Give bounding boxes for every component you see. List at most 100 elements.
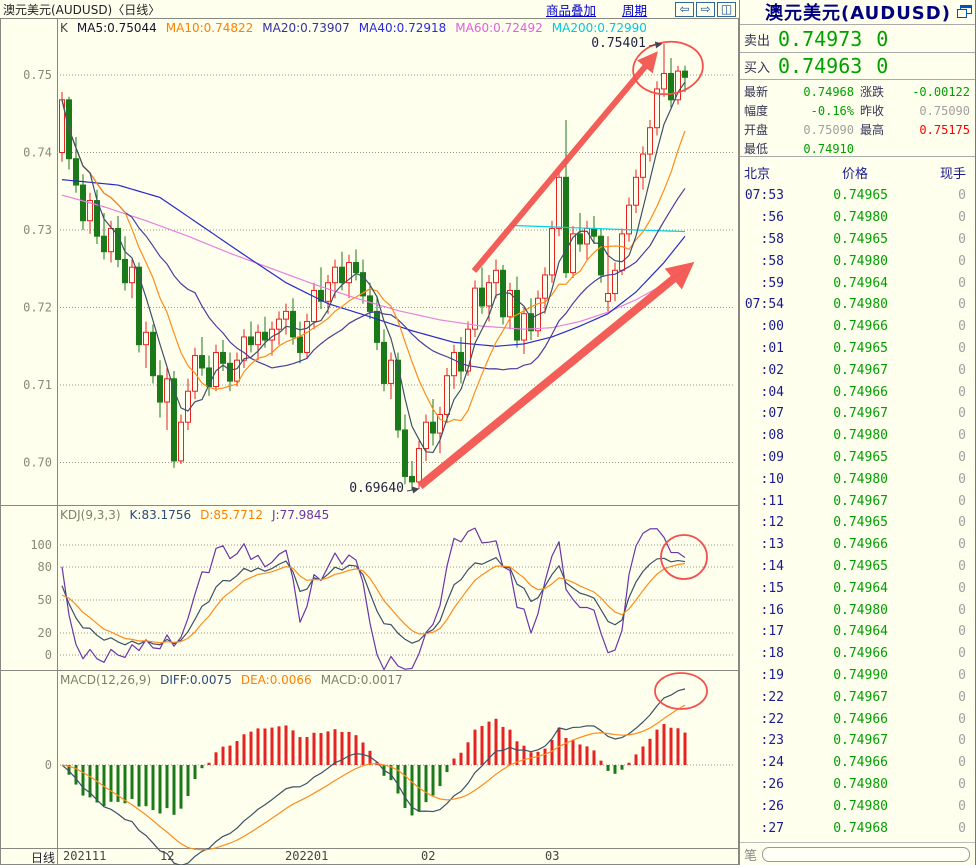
tick-row: :07 0.74967 0 — [740, 403, 975, 425]
tick-price: 0.74964 — [833, 580, 888, 596]
pen-row: 笔 — [740, 842, 975, 865]
tick-price: 0.74980 — [833, 428, 888, 444]
macd-values-header: MACD(12,26,9) DIFF:0.0075 DEA:0.0066 MACD:0… — [60, 673, 412, 687]
tick-price: 0.74967 — [833, 733, 888, 749]
tick-price: 0.74966 — [833, 646, 888, 662]
tick-time: :16 — [760, 602, 784, 618]
scroll-right-button[interactable]: ⇨ — [696, 1, 715, 17]
indicator-value-label: MA200:0.72990 — [551, 21, 647, 35]
pen-input[interactable] — [762, 846, 970, 862]
tick-row: :16 0.74980 0 — [740, 599, 975, 621]
scroll-left-button[interactable]: ⇦ — [675, 1, 694, 17]
tick-volume: 0 — [958, 406, 966, 422]
period-link[interactable]: 周期 — [621, 2, 647, 18]
tick-price: 0.74966 — [833, 537, 888, 553]
tick-price: 0.74980 — [833, 297, 888, 313]
tick-price: 0.74965 — [833, 515, 888, 531]
tick-volume: 0 — [958, 471, 966, 487]
tick-volume: 0 — [958, 449, 966, 465]
chart-canvas[interactable]: 0.75 0.74 0.73 0.72 0.71 0.70 100 80 50 20 0 0 20211… — [0, 0, 739, 865]
tick-row: :23 0.74967 0 — [740, 730, 975, 752]
tick-volume: 0 — [958, 515, 966, 531]
tick-price: 0.74967 — [833, 406, 888, 422]
buy-quote-row: 买入 0.74963 0 — [740, 53, 975, 80]
indicator-value-label: MACD(12,26,9) — [60, 673, 152, 687]
indicator-value-label: MA40:0.72918 — [358, 21, 447, 35]
sell-volume: 0 — [876, 27, 889, 51]
tick-table-header: 北京 价格 现手 — [740, 160, 975, 184]
tick-time: :09 — [760, 449, 784, 465]
stat-value: 0.75090 — [803, 122, 854, 137]
col-time-header: 北京 — [744, 166, 771, 182]
quote-symbol-title: 澳元美元(AUDUSD) — [765, 3, 951, 24]
chart-title: 澳元美元(AUDUSD)〈日线〉 — [3, 2, 161, 17]
tick-time: :22 — [760, 711, 784, 727]
period-tab[interactable]: 日线 — [30, 851, 55, 865]
tick-row: :27 0.74968 0 — [740, 817, 975, 839]
tick-time: :17 — [760, 624, 784, 640]
tick-price: 0.74965 — [833, 449, 888, 465]
tick-time: :58 — [760, 253, 784, 269]
indicator-value-label: MA5:0.75044 — [76, 21, 157, 35]
stat-label: 幅度 — [744, 104, 769, 118]
split-window-button[interactable]: ◫ — [717, 1, 736, 17]
tick-volume: 0 — [958, 667, 966, 683]
col-price-header: 价格 — [841, 166, 868, 182]
tick-volume: 0 — [958, 340, 966, 356]
tick-row: :15 0.74964 0 — [740, 577, 975, 599]
stat-value: -0.16% — [810, 103, 854, 118]
tick-row: :58 0.74965 0 — [740, 229, 975, 251]
indicator-value-label: MACD:0.0017 — [320, 673, 403, 687]
indicator-value-label: MA60:0.72492 — [455, 21, 543, 35]
stat-value: 0.74968 — [803, 84, 854, 99]
arrow-right-icon: ⇨ — [700, 2, 711, 16]
drawn-annotations: 0.75401 0.69640 — [349, 36, 708, 710]
tick-price: 0.74966 — [833, 711, 888, 727]
chart-axis-labels: 0.75 0.74 0.73 0.72 0.71 0.70 100 80 50 20 0 0 20211… — [23, 68, 559, 863]
tick-time: :23 — [760, 733, 784, 749]
tick-row: :10 0.74980 0 — [740, 468, 975, 490]
tick-time: :01 — [760, 340, 784, 356]
tick-price: 0.74990 — [833, 667, 888, 683]
tick-time: :26 — [760, 798, 784, 814]
tick-row: :58 0.74980 0 — [740, 250, 975, 272]
quote-title-bar: 澳元美元(AUDUSD) — [740, 0, 975, 25]
arrow-left-icon: ⇦ — [679, 2, 690, 16]
tick-row: :13 0.74966 0 — [740, 534, 975, 556]
tick-price: 0.74966 — [833, 384, 888, 400]
indicator-value-label: K — [60, 21, 68, 35]
svg-text:80: 80 — [38, 560, 52, 574]
tick-list[interactable]: 07:53 0.74965 0:56 0.74980 0:58 0.74965 0:58 0.… — [740, 185, 975, 840]
stat-label: 最新 — [744, 85, 769, 99]
quote-stat-row: 开盘 0.75090 最高 0.75175 — [740, 120, 975, 139]
tick-time: :18 — [760, 646, 784, 662]
svg-text:0.72: 0.72 — [23, 301, 52, 315]
overlay-link[interactable]: 商品叠加 — [545, 2, 596, 18]
tick-row: :59 0.74964 0 — [740, 272, 975, 294]
quote-panel: 澳元美元(AUDUSD) 卖出 0.74973 0 买入 0.74963 0 最… — [739, 0, 975, 865]
candlestick-series — [59, 44, 688, 491]
tick-price: 0.74966 — [833, 319, 888, 335]
tick-price: 0.74968 — [833, 820, 888, 836]
tick-price: 0.74967 — [833, 493, 888, 509]
tick-row: :18 0.74966 0 — [740, 643, 975, 665]
tick-time: :19 — [760, 667, 784, 683]
chart-titlebar: 澳元美元(AUDUSD)〈日线〉 商品叠加 周期 ⇦ ⇨ ◫ — [0, 0, 739, 18]
svg-text:0: 0 — [45, 648, 52, 662]
svg-text:03: 03 — [545, 849, 559, 863]
tick-price: 0.74980 — [833, 798, 888, 814]
restore-window-icon[interactable] — [957, 3, 972, 22]
tick-volume: 0 — [958, 820, 966, 836]
svg-text:02: 02 — [421, 849, 435, 863]
buy-label: 买入 — [744, 60, 771, 76]
svg-text:0.71: 0.71 — [23, 378, 52, 392]
tick-time: :11 — [760, 493, 784, 509]
tick-price: 0.74965 — [833, 188, 888, 204]
stat-label: 开盘 — [744, 123, 769, 137]
tick-time: :12 — [760, 515, 784, 531]
stat-label: 最低 — [744, 142, 769, 156]
kdj-values-header: KDJ(9,3,3) K:83.1756 D:85.7712 J:77.9845 — [60, 508, 338, 522]
tick-row: :09 0.74965 0 — [740, 447, 975, 469]
tick-row: :12 0.74965 0 — [740, 512, 975, 534]
tick-row: :22 0.74966 0 — [740, 708, 975, 730]
